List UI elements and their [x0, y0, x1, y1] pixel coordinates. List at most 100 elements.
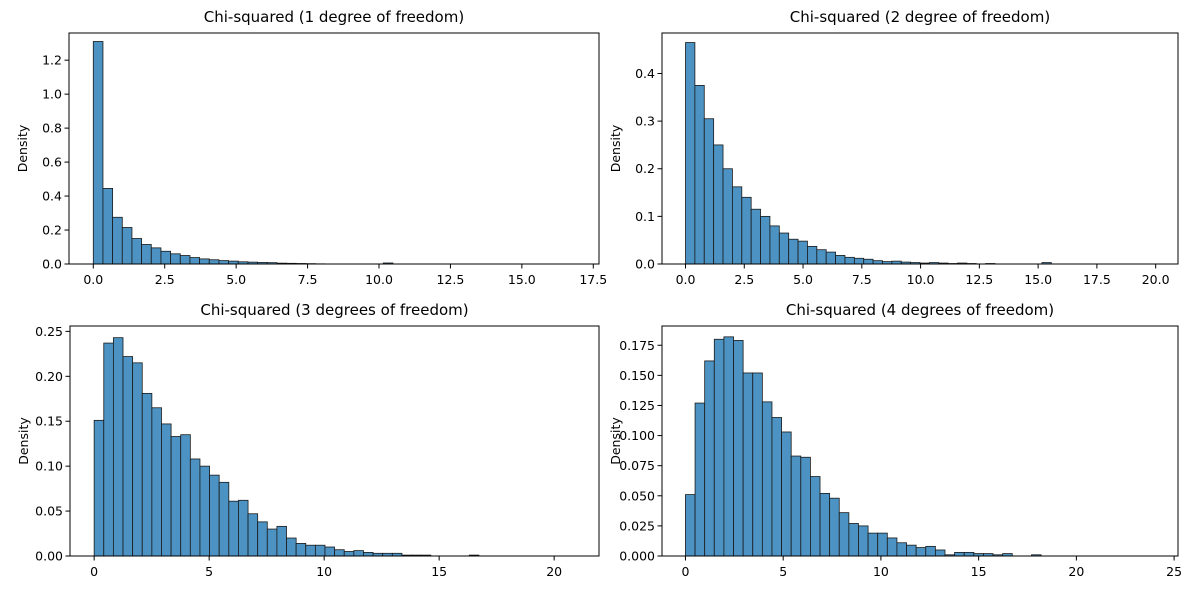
x-tick-label: 10.0 [365, 272, 393, 287]
histogram-bar [218, 481, 230, 557]
y-tick-label: 0.10 [35, 459, 63, 474]
histogram-bar [112, 337, 124, 557]
panel-chi2-df1: Chi-squared (1 degree of freedom) Densit… [15, 8, 607, 287]
histogram-bar [800, 456, 811, 557]
histogram-bar [742, 372, 754, 557]
y-tick-label: 0.2 [42, 223, 62, 238]
histogram-bar [314, 544, 326, 557]
x-tick-label: 2.5 [155, 272, 175, 287]
histogram-bar [102, 188, 114, 265]
y-axis-label: Density [608, 124, 623, 172]
axes-frame [661, 32, 1179, 265]
x-tick-label: 17.5 [1083, 272, 1111, 287]
histogram-bar [769, 225, 780, 265]
y-tick-label: 0.125 [619, 398, 655, 413]
y-tick-label: 0.075 [619, 458, 655, 473]
y-axis-ticks: 0.0 0.1 0.2 0.3 0.4 [635, 66, 662, 272]
histogram-bar [867, 532, 879, 557]
histogram-bar [790, 455, 802, 557]
histogram-bar [334, 549, 345, 557]
x-tick-label: 10.0 [907, 272, 935, 287]
histogram-bar [343, 551, 355, 557]
y-tick-label: 0.15 [35, 414, 63, 429]
histogram-bar [713, 144, 724, 265]
histogram-bar [160, 250, 172, 265]
x-tick-label: 7.5 [298, 272, 318, 287]
x-tick-label: 15.0 [508, 272, 536, 287]
y-tick-label: 0.3 [635, 114, 655, 129]
histogram-bar [305, 544, 316, 557]
histogram-bar [732, 186, 743, 265]
y-tick-label: 0.4 [635, 66, 655, 81]
x-tick-label: 12.5 [965, 272, 993, 287]
histogram-bar [934, 549, 946, 557]
histogram-bar [112, 216, 123, 265]
x-tick-label: 25 [1166, 564, 1182, 579]
histogram-bar [810, 476, 821, 557]
histogram-bar [844, 256, 855, 265]
histogram-bar [180, 434, 191, 557]
x-tick-label: 7.5 [852, 272, 872, 287]
histogram-bar [353, 550, 364, 557]
histogram-bar [247, 513, 259, 557]
histogram-bar [877, 532, 888, 557]
histogram-bar [872, 260, 883, 265]
histogram-bar [925, 545, 936, 557]
x-axis-ticks: 0.0 2.5 5.0 7.5 10.0 12.5 15.0 17.5 20.0 [676, 264, 1170, 287]
histogram-bar [199, 258, 210, 265]
histogram-bar [189, 257, 201, 265]
axes-frame [69, 325, 600, 557]
x-axis-ticks: 0 5 10 15 20 [90, 556, 562, 579]
bar-series [685, 336, 1042, 557]
x-tick-label: 2.5 [734, 272, 754, 287]
histogram-bar [238, 499, 249, 557]
histogram-bar [694, 84, 705, 265]
histogram-bar [266, 528, 278, 557]
histogram-bar [161, 423, 172, 557]
histogram-bar [713, 338, 725, 557]
x-tick-label: 15 [431, 564, 447, 579]
y-tick-label: 0.0 [635, 257, 655, 272]
bar-series [92, 41, 394, 265]
histogram-bar [788, 238, 799, 265]
y-tick-label: 0.100 [619, 428, 655, 443]
x-tick-label: 20.0 [1142, 272, 1170, 287]
histogram-bar [853, 257, 865, 265]
histogram-bar [228, 500, 239, 557]
y-axis-label: Density [15, 124, 30, 172]
histogram-bar [141, 392, 153, 557]
histogram-bar [92, 41, 104, 265]
x-tick-label: 20 [1068, 564, 1084, 579]
x-tick-label: 0 [90, 564, 98, 579]
panel-chi2-df3: Chi-squared (3 degrees of freedom) Densi… [16, 301, 600, 579]
histogram-bar [132, 362, 143, 557]
x-tick-label: 15.0 [1024, 272, 1052, 287]
y-axis-label: Density [16, 417, 31, 465]
histogram-bar [752, 372, 763, 557]
histogram-bar [151, 407, 162, 557]
histogram-bar [835, 255, 846, 265]
histogram-bar [286, 537, 297, 557]
histogram-bar [858, 525, 869, 557]
x-tick-label: 5.0 [226, 272, 246, 287]
histogram-bar [886, 537, 898, 557]
panel-title: Chi-squared (2 degree of freedom) [790, 8, 1050, 26]
histogram-bar [761, 401, 773, 557]
histogram-bar [694, 402, 706, 557]
x-tick-label: 0.0 [676, 272, 696, 287]
panel-title: Chi-squared (3 degrees of freedom) [200, 301, 468, 319]
histogram-bar [896, 542, 907, 557]
x-axis-ticks: 0.0 2.5 5.0 7.5 10.0 12.5 15.0 17.5 [83, 264, 607, 287]
histogram-bar [781, 431, 792, 557]
panel-title: Chi-squared (4 degrees of freedom) [786, 301, 1054, 319]
y-tick-label: 0.00 [35, 549, 63, 564]
x-tick-label: 0.0 [83, 272, 103, 287]
histogram-bar [906, 544, 917, 557]
histogram-bar [170, 436, 182, 557]
y-tick-label: 0.8 [42, 121, 62, 136]
y-tick-label: 0.150 [619, 368, 655, 383]
x-tick-label: 5 [205, 564, 213, 579]
histogram-bar [208, 259, 220, 265]
x-tick-label: 5 [779, 564, 787, 579]
histogram-bar [199, 465, 210, 557]
